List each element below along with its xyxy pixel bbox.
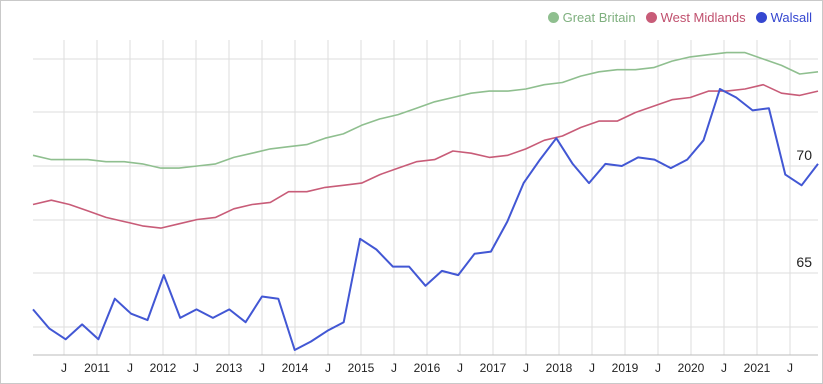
x-tick-label: 2018 [546, 361, 573, 375]
legend-item-great-britain[interactable]: Great Britain [547, 10, 636, 25]
x-tick-label: 2017 [480, 361, 507, 375]
y-tick-label: 65 [796, 254, 812, 270]
x-tick-label: 2021 [744, 361, 771, 375]
x-tick-label: 2019 [612, 361, 639, 375]
series-line-west-midlands[interactable] [32, 83, 819, 229]
x-tick-label: 2016 [414, 361, 441, 375]
x-tick-label: J [259, 361, 265, 375]
legend-label: West Midlands [660, 10, 746, 25]
grid [33, 40, 818, 355]
x-tick-label: J [325, 361, 331, 375]
x-tick-label: 2013 [216, 361, 243, 375]
x-tick-label: J [589, 361, 595, 375]
x-tick-label: 2014 [282, 361, 309, 375]
series-line-walsall[interactable] [32, 88, 819, 351]
x-tick-label: 2015 [348, 361, 375, 375]
legend-label: Walsall [770, 10, 812, 25]
y-tick-label: 70 [796, 147, 812, 163]
x-tick-label: 2020 [678, 361, 705, 375]
x-tick-label: 2011 [84, 361, 110, 375]
x-tick-label: J [721, 361, 727, 375]
legend-label: Great Britain [562, 10, 636, 25]
legend-dot-icon [645, 12, 657, 23]
legend-item-walsall[interactable]: Walsall [755, 10, 812, 25]
legend: Great Britain West Midlands Walsall [547, 10, 812, 25]
series-line-great-britain[interactable] [32, 51, 819, 169]
x-tick-label: J [787, 361, 793, 375]
x-tick-label: J [457, 361, 463, 375]
x-tick-label: J [655, 361, 661, 375]
x-tick-label: J [391, 361, 397, 375]
legend-dot-icon [547, 12, 559, 23]
legend-item-west-midlands[interactable]: West Midlands [645, 10, 746, 25]
x-tick-label: J [523, 361, 529, 375]
x-tick-label: J [193, 361, 199, 375]
legend-dot-icon [755, 12, 767, 23]
x-tick-label: J [61, 361, 67, 375]
x-tick-label: 2012 [150, 361, 177, 375]
x-tick-label: J [127, 361, 133, 375]
